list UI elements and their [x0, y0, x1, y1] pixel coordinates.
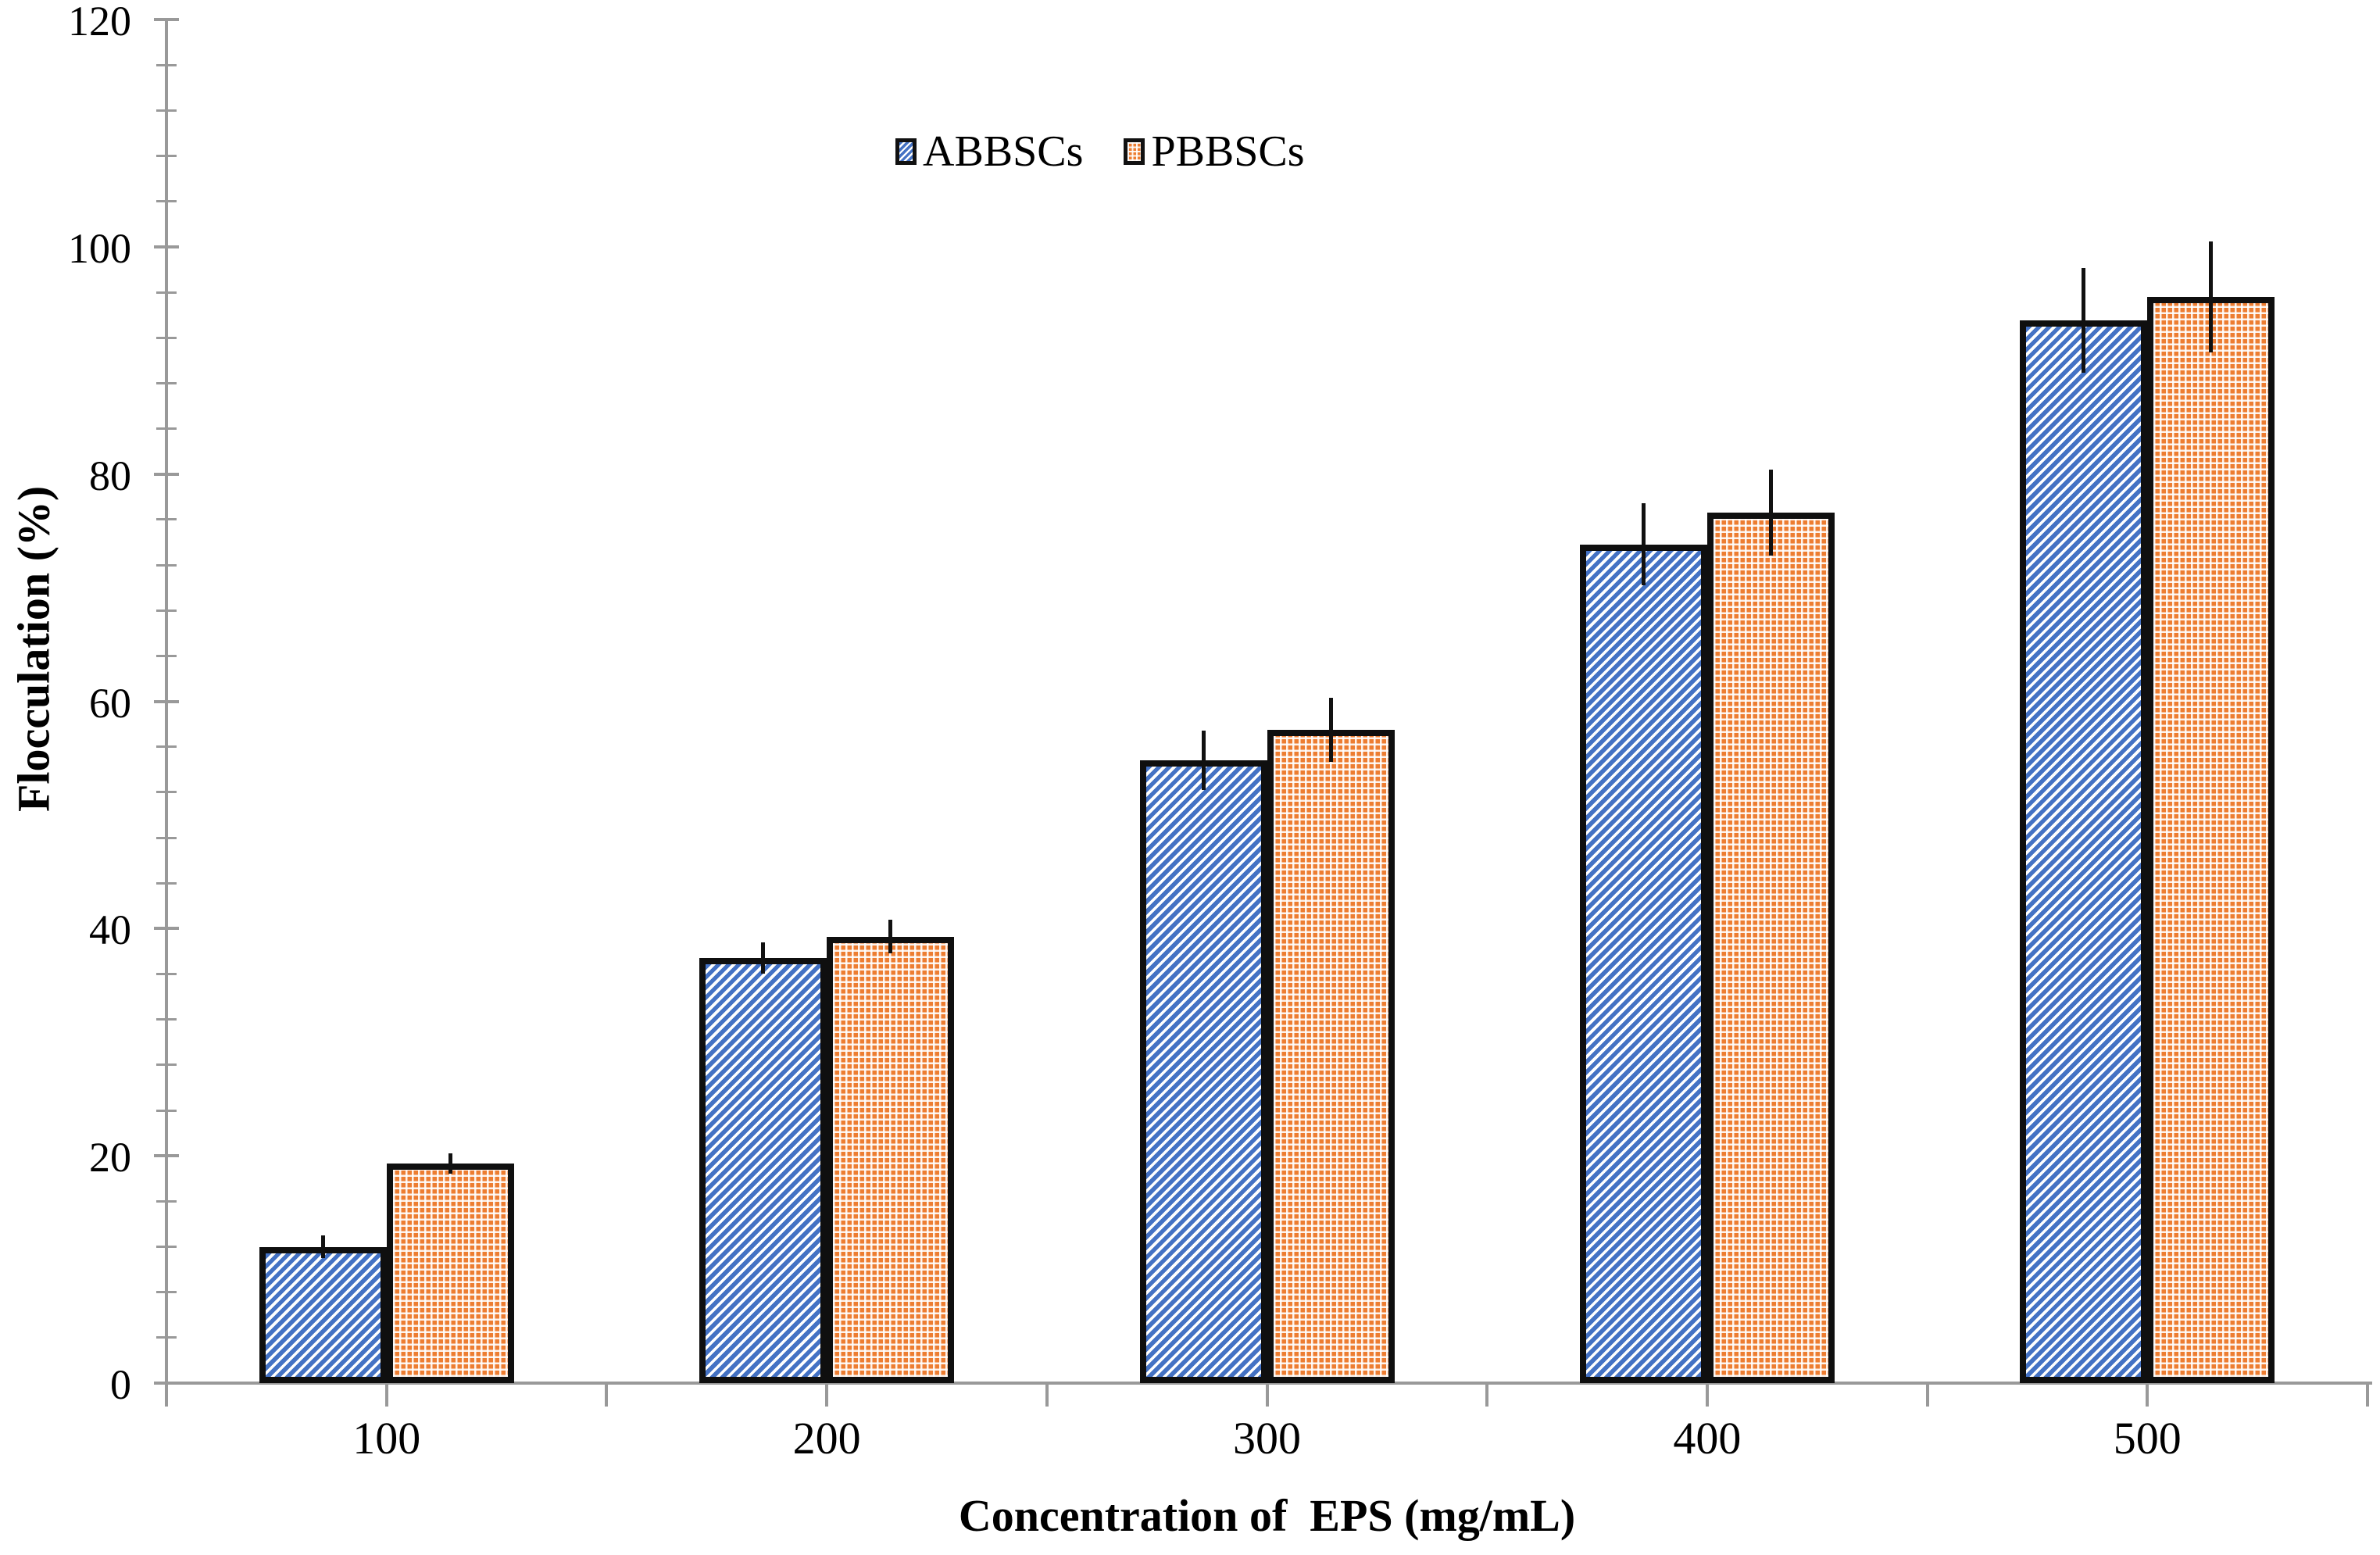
legend-label-pbbscs: PBBSCs [1151, 127, 1305, 176]
y-minor-tick [156, 563, 177, 567]
bar-abbscs-300 [1139, 760, 1267, 1383]
bar-abbscs-200 [699, 958, 827, 1383]
y-minor-tick [156, 1291, 177, 1294]
error-bar-pbbscs-400 [1768, 469, 1773, 556]
bar-pbbscs-500 [2147, 296, 2275, 1383]
y-major-tick [154, 927, 179, 931]
x-axis-tick [2146, 1383, 2150, 1407]
bar-abbscs-100 [259, 1246, 387, 1383]
y-minor-tick [156, 63, 177, 66]
y-minor-tick [156, 155, 177, 157]
x-tick-label: 200 [792, 1413, 861, 1464]
y-minor-tick [156, 200, 177, 203]
y-minor-tick [156, 1246, 177, 1248]
y-minor-tick [156, 1063, 177, 1067]
y-major-tick [154, 699, 179, 703]
bar-pbbscs-300 [1267, 729, 1395, 1383]
y-tick-label: 0 [110, 1361, 131, 1408]
y-minor-tick [156, 609, 177, 612]
y-minor-tick [156, 745, 177, 749]
legend-item-pbbscs: PBBSCs [1124, 127, 1305, 177]
y-minor-tick [156, 791, 177, 794]
x-axis-tick [1705, 1383, 1709, 1407]
error-bar-pbbscs-300 [1328, 698, 1333, 762]
x-axis-tick [825, 1383, 829, 1407]
x-axis-tick [605, 1383, 609, 1407]
x-axis-title: Concentration of EPS (mg/mL) [958, 1490, 1576, 1541]
y-minor-tick [156, 1109, 177, 1112]
x-axis-tick [1265, 1383, 1269, 1407]
bar-pbbscs-200 [827, 936, 955, 1383]
x-axis-tick [1045, 1383, 1049, 1407]
y-major-tick [154, 18, 179, 21]
y-tick-label: 40 [89, 906, 131, 954]
error-bar-pbbscs-200 [888, 919, 893, 954]
x-tick-label: 500 [2113, 1413, 2182, 1464]
x-tick-label: 100 [352, 1413, 421, 1464]
y-minor-tick [156, 973, 177, 975]
legend-swatch-pbbscs [1124, 138, 1145, 165]
y-minor-tick [156, 427, 177, 430]
y-axis-line [165, 20, 168, 1399]
x-axis-tick [1485, 1383, 1489, 1407]
x-axis-line [165, 1382, 2372, 1385]
y-major-tick [154, 1154, 179, 1158]
y-major-tick [154, 472, 179, 476]
legend-swatch-abbscs [895, 138, 917, 165]
legend-label-abbscs: ABBSCs [923, 127, 1084, 176]
x-axis-tick [2366, 1383, 2369, 1407]
x-axis-tick [1925, 1383, 1929, 1407]
bar-pbbscs-400 [1706, 513, 1835, 1383]
y-minor-tick [156, 654, 177, 657]
y-tick-label: 60 [89, 679, 131, 727]
y-major-tick [154, 245, 179, 248]
y-minor-tick [156, 881, 177, 885]
y-tick-label: 20 [89, 1134, 131, 1181]
y-minor-tick [156, 518, 177, 521]
bar-abbscs-400 [1579, 544, 1707, 1383]
error-bar-abbscs-100 [320, 1235, 325, 1259]
error-bar-pbbscs-500 [2209, 241, 2214, 353]
y-tick-label: 80 [89, 452, 131, 499]
y-tick-label: 100 [68, 224, 131, 272]
y-minor-tick [156, 1336, 177, 1339]
y-minor-tick [156, 109, 177, 112]
y-minor-tick [156, 836, 177, 839]
y-minor-tick [156, 381, 177, 384]
error-bar-abbscs-200 [761, 942, 766, 974]
y-minor-tick [156, 1018, 177, 1021]
x-axis-tick [165, 1383, 168, 1407]
legend: ABBSCs PBBSCs [895, 127, 1305, 177]
x-tick-label: 300 [1233, 1413, 1301, 1464]
y-tick-label: 120 [68, 0, 131, 45]
legend-item-abbscs: ABBSCs [895, 127, 1083, 177]
y-minor-tick [156, 336, 177, 339]
error-bar-abbscs-400 [1641, 503, 1646, 586]
error-bar-pbbscs-100 [448, 1153, 452, 1174]
bar-pbbscs-100 [386, 1164, 514, 1383]
bar-abbscs-500 [2020, 320, 2148, 1383]
y-minor-tick [156, 1199, 177, 1203]
y-minor-tick [156, 291, 177, 294]
x-tick-label: 400 [1673, 1413, 1742, 1464]
x-axis-tick [384, 1383, 388, 1407]
error-bar-abbscs-500 [2082, 268, 2086, 374]
error-bar-abbscs-300 [1201, 731, 1206, 790]
